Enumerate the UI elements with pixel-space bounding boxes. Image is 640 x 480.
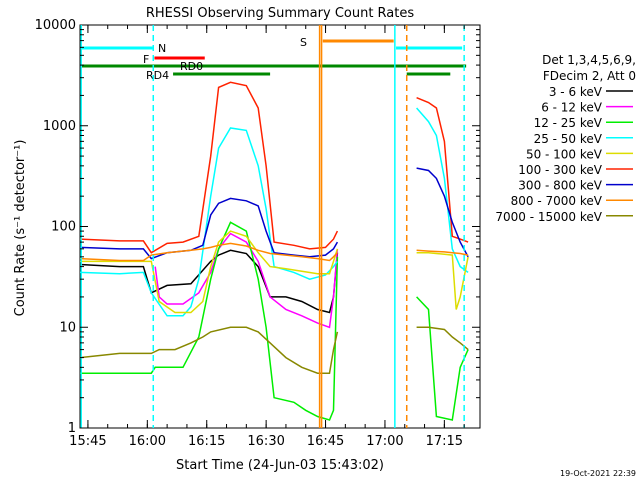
legend-label: 12 - 25 keV bbox=[534, 116, 603, 130]
series-line-3-6keV bbox=[79, 249, 339, 314]
x-axis-label: Start Time (24-Jun-03 15:43:02) bbox=[176, 458, 384, 473]
series-line-800-7000keV bbox=[79, 242, 469, 262]
x-tick-label: 16:45 bbox=[307, 434, 344, 449]
series-line-25-50keV bbox=[79, 107, 469, 317]
x-tick-label: 16:30 bbox=[247, 434, 284, 449]
status-flag-bars: NF RD0 RD4 S bbox=[81, 36, 467, 82]
legend-label: 6 - 12 keV bbox=[541, 101, 603, 115]
x-tick-label: 16:00 bbox=[129, 434, 166, 449]
plot-border bbox=[79, 24, 481, 429]
y-tick-label: 1000 bbox=[43, 119, 76, 134]
x-tick-label: 17:00 bbox=[366, 434, 403, 449]
y-axis-label: Count Rate (s⁻¹ detector⁻¹) bbox=[13, 140, 28, 317]
flag-label-S: S bbox=[300, 36, 307, 49]
legend-label: 800 - 7000 keV bbox=[511, 194, 603, 208]
x-tick-label: 16:15 bbox=[188, 434, 225, 449]
axis-ticks: 1 10 100 1000 10000 15:45 16:00 16:15 16:30 16:45… bbox=[35, 18, 480, 449]
series-line-100-300keV bbox=[79, 81, 469, 254]
legend-header-line-2: FDecim 2, Att 0 bbox=[543, 69, 636, 83]
y-tick-label: 10000 bbox=[35, 18, 76, 33]
legend-label: 3 - 6 keV bbox=[549, 85, 603, 99]
series-line-300-800keV bbox=[79, 167, 469, 260]
series-line-7000-15000keV bbox=[79, 326, 469, 374]
legend-label: 50 - 100 keV bbox=[526, 147, 603, 161]
legend-label: 100 - 300 keV bbox=[518, 163, 602, 177]
legend-label: 7000 - 15000 keV bbox=[495, 210, 602, 224]
x-tick-label: 15:45 bbox=[69, 434, 106, 449]
legend-label: 300 - 800 keV bbox=[518, 179, 602, 193]
flag-label-RD0: RD0 bbox=[180, 60, 203, 73]
legend-label: 25 - 50 keV bbox=[534, 132, 603, 146]
data-series bbox=[79, 81, 469, 421]
timestamp: 19-Oct-2021 22:39 bbox=[560, 469, 636, 478]
plot-frame bbox=[79, 24, 481, 429]
x-tick-label: 17:15 bbox=[426, 434, 463, 449]
legend-header-line-1: Det 1,3,4,5,6,9, bbox=[542, 53, 636, 67]
flag-label-N: N bbox=[158, 42, 166, 55]
chart-title: RHESSI Observing Summary Count Rates bbox=[146, 6, 415, 21]
flag-label-F: F bbox=[143, 53, 149, 66]
flag-label-RD4: RD4 bbox=[146, 69, 169, 82]
y-tick-label: 100 bbox=[51, 220, 76, 235]
y-tick-label: 10 bbox=[59, 320, 76, 335]
y-tick-label: 1 bbox=[68, 421, 76, 436]
